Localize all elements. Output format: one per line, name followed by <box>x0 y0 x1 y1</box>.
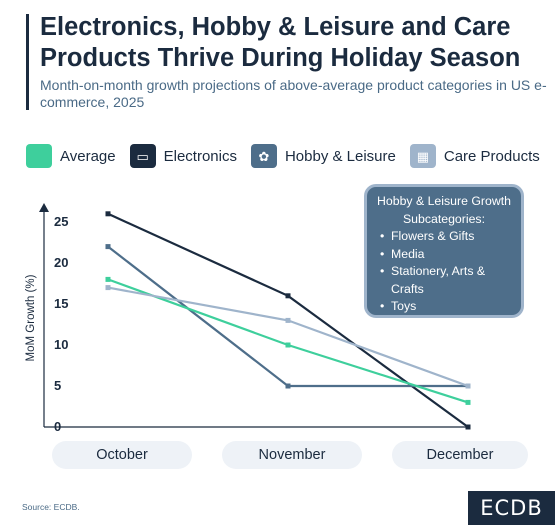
note-item: Flowers & Gifts <box>375 228 513 246</box>
data-point <box>105 211 111 217</box>
legend: Average ▭ Electronics ✿ Hobby & Leisure … <box>26 143 554 169</box>
note-list: Flowers & Gifts Media Stationery, Arts &… <box>375 228 513 316</box>
data-point <box>285 383 291 389</box>
x-category-label: November <box>222 441 362 469</box>
legend-item-care-products: ▦ Care Products <box>409 144 540 168</box>
data-point <box>285 342 291 348</box>
hobby-subcategories-note: Hobby & Leisure Growth Subcategories: Fl… <box>364 184 524 318</box>
source-note: Source: ECDB. <box>22 502 80 512</box>
x-category-label: October <box>52 441 192 469</box>
y-tick-label: 25 <box>54 214 68 229</box>
series-care-products <box>105 285 471 389</box>
data-point <box>105 276 111 282</box>
legend-label: Care Products <box>443 147 540 165</box>
y-tick-label: 10 <box>54 337 68 352</box>
chart-subtitle: Month-on-month growth projections of abo… <box>40 77 547 110</box>
legend-label: Average <box>60 147 116 165</box>
title-accent-bar <box>26 14 29 110</box>
note-item: Toys <box>375 298 513 316</box>
chart-title: Electronics, Hobby & Leisure and Care Pr… <box>40 13 521 72</box>
average-swatch-icon <box>26 144 52 168</box>
x-category-label: December <box>392 441 528 469</box>
care-icon: ▦ <box>409 144 436 168</box>
data-point <box>105 244 111 250</box>
note-item: Stationery, Arts & Crafts <box>375 263 513 298</box>
legend-item-average: Average <box>26 144 116 168</box>
y-tick-label: 0 <box>54 419 61 434</box>
y-axis-label: MoM Growth (%) <box>25 274 37 361</box>
y-tick-labels: 0 5 10 15 20 25 <box>54 214 68 434</box>
legend-item-electronics: ▭ Electronics <box>129 144 237 168</box>
legend-label: Hobby & Leisure <box>284 147 396 165</box>
data-point <box>285 293 291 299</box>
hobby-icon: ✿ <box>250 144 277 168</box>
y-axis-arrow <box>39 203 49 212</box>
data-point <box>465 383 471 389</box>
note-title: Hobby & Leisure Growth Subcategories: <box>377 194 511 226</box>
legend-label: Electronics <box>163 147 237 165</box>
data-point <box>285 317 291 323</box>
chart-series <box>105 211 471 430</box>
ecdb-logo: ECDB <box>468 491 555 525</box>
data-point <box>465 424 471 430</box>
y-tick-label: 15 <box>54 296 68 311</box>
data-point <box>465 399 471 405</box>
chart-axes <box>39 203 470 428</box>
legend-item-hobby-leisure: ✿ Hobby & Leisure <box>250 144 396 168</box>
y-tick-label: 20 <box>54 255 68 270</box>
y-tick-label: 5 <box>54 378 61 393</box>
data-point <box>105 285 111 291</box>
series-average <box>105 276 471 405</box>
electronics-icon: ▭ <box>129 144 156 168</box>
note-item: Media <box>375 246 513 264</box>
